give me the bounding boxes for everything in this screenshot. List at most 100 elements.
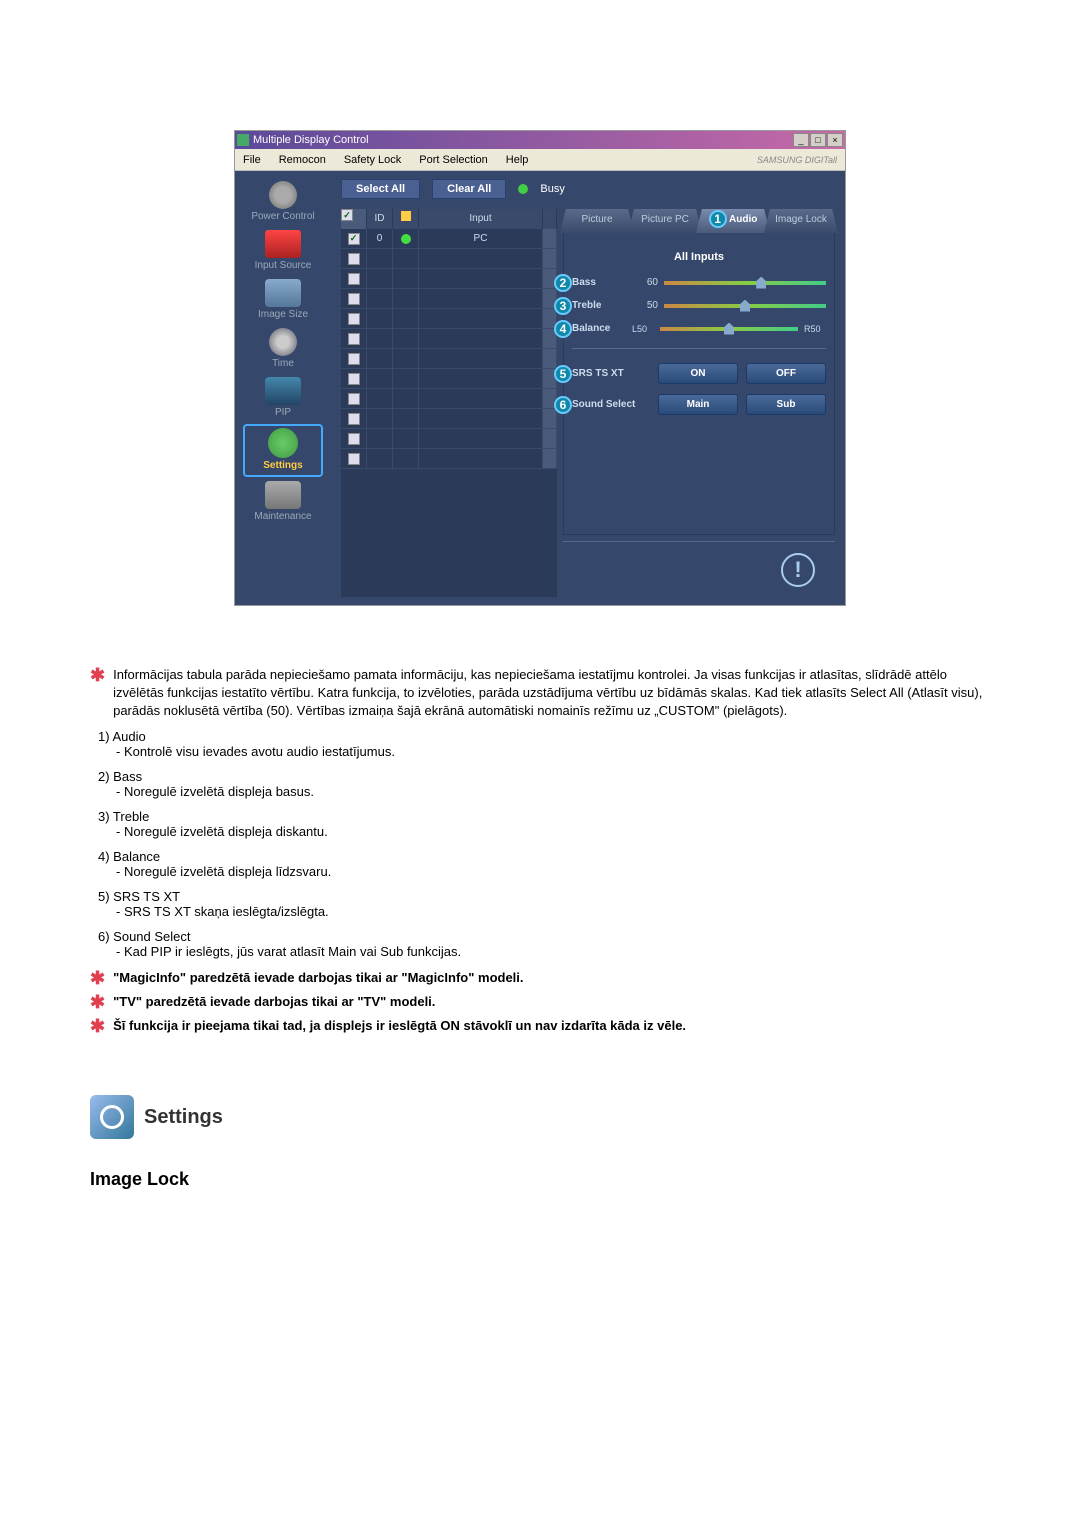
info-icon[interactable]: ! bbox=[781, 553, 815, 587]
item-desc: - Noregulē izvelētā displeja basus. bbox=[116, 784, 990, 799]
settings-icon bbox=[268, 428, 298, 458]
row-checkbox[interactable] bbox=[348, 393, 360, 405]
row-status bbox=[393, 449, 419, 468]
row-checkbox[interactable] bbox=[348, 293, 360, 305]
footnote: ✱ Šī funkcija ir pieejama tikai tad, ja d… bbox=[90, 1017, 990, 1035]
sound-select-label: Sound Select bbox=[572, 399, 650, 410]
audio-panel: All Inputs 2 Bass 60 3 Treble 50 bbox=[563, 233, 835, 535]
table-row[interactable] bbox=[341, 249, 557, 269]
row-checkbox[interactable] bbox=[348, 273, 360, 285]
tab-audio[interactable]: 1 Audio bbox=[696, 209, 770, 233]
row-checkbox[interactable] bbox=[348, 433, 360, 445]
footnote-text: Šī funkcija ir pieejama tikai tad, ja di… bbox=[113, 1017, 990, 1035]
sound-main-button[interactable]: Main bbox=[658, 394, 738, 415]
divider bbox=[572, 348, 826, 349]
item-title: 5) SRS TS XT bbox=[98, 889, 990, 904]
row-input bbox=[419, 289, 543, 308]
footnote-text: "MagicInfo" paredzētā ievade darbojas ti… bbox=[113, 969, 990, 987]
table-row[interactable] bbox=[341, 269, 557, 289]
row-status bbox=[393, 329, 419, 348]
row-checkbox[interactable] bbox=[348, 313, 360, 325]
row-checkbox[interactable] bbox=[348, 253, 360, 265]
tab-picture-pc[interactable]: Picture PC bbox=[628, 209, 702, 233]
select-all-button[interactable]: Select All bbox=[341, 179, 420, 199]
treble-slider[interactable] bbox=[664, 304, 826, 308]
row-scroll bbox=[543, 449, 557, 468]
table-row[interactable] bbox=[341, 329, 557, 349]
power-icon bbox=[269, 181, 297, 209]
toolbar: Select All Clear All Busy bbox=[341, 179, 835, 199]
item-desc: - Kad PIP ir ieslēgts, jūs varat atlasīt… bbox=[116, 944, 990, 959]
sidebar-item-size[interactable]: Image Size bbox=[243, 277, 323, 324]
sidebar-item-input[interactable]: Input Source bbox=[243, 228, 323, 275]
table-row[interactable] bbox=[341, 289, 557, 309]
row-input bbox=[419, 269, 543, 288]
window-title: Multiple Display Control bbox=[253, 134, 793, 146]
sound-sub-button[interactable]: Sub bbox=[746, 394, 826, 415]
row-checkbox[interactable] bbox=[348, 353, 360, 365]
badge-5: 5 bbox=[554, 365, 572, 383]
header-checkbox[interactable] bbox=[341, 209, 353, 221]
row-status bbox=[393, 309, 419, 328]
srs-off-button[interactable]: OFF bbox=[746, 363, 826, 384]
table-row[interactable] bbox=[341, 409, 557, 429]
intro-note: ✱ Informācijas tabula parāda nepieciešam… bbox=[90, 666, 990, 721]
item-desc: - Kontrolē visu ievades avotu audio iest… bbox=[116, 744, 990, 759]
row-id bbox=[367, 449, 393, 468]
maximize-button[interactable]: □ bbox=[810, 133, 826, 147]
row-input bbox=[419, 369, 543, 388]
menu-safety-lock[interactable]: Safety Lock bbox=[344, 154, 401, 166]
bass-slider[interactable] bbox=[664, 281, 826, 285]
menu-remocon[interactable]: Remocon bbox=[279, 154, 326, 166]
table-row[interactable] bbox=[341, 349, 557, 369]
minimize-button[interactable]: _ bbox=[793, 133, 809, 147]
maint-icon bbox=[265, 481, 301, 509]
tab-picture[interactable]: Picture bbox=[560, 209, 634, 233]
display-table: ID Input 0PC bbox=[341, 209, 557, 597]
footnote-text: "TV" paredzētā ievade darbojas tikai ar … bbox=[113, 993, 990, 1011]
table-header: ID Input bbox=[341, 209, 557, 229]
table-row[interactable] bbox=[341, 429, 557, 449]
sidebar: Power ControlInput SourceImage SizeTimeP… bbox=[235, 171, 331, 605]
row-checkbox[interactable] bbox=[348, 233, 360, 245]
close-button[interactable]: × bbox=[827, 133, 843, 147]
badge-4: 4 bbox=[554, 320, 572, 338]
item-title: 1) Audio bbox=[98, 729, 990, 744]
tab-image-lock[interactable]: Image Lock bbox=[764, 209, 838, 233]
row-id bbox=[367, 289, 393, 308]
sidebar-item-time[interactable]: Time bbox=[243, 326, 323, 373]
row-checkbox[interactable] bbox=[348, 333, 360, 345]
row-checkbox[interactable] bbox=[348, 413, 360, 425]
srs-on-button[interactable]: ON bbox=[658, 363, 738, 384]
table-row[interactable] bbox=[341, 449, 557, 469]
star-icon: ✱ bbox=[90, 1017, 105, 1035]
menu-file[interactable]: File bbox=[243, 154, 261, 166]
bass-thumb[interactable] bbox=[756, 277, 766, 289]
row-input: PC bbox=[419, 229, 543, 248]
table-row[interactable] bbox=[341, 389, 557, 409]
treble-thumb[interactable] bbox=[740, 300, 750, 312]
balance-label: Balance bbox=[572, 323, 626, 334]
row-status bbox=[393, 289, 419, 308]
sidebar-item-maint[interactable]: Maintenance bbox=[243, 479, 323, 526]
row-id bbox=[367, 249, 393, 268]
table-row[interactable] bbox=[341, 369, 557, 389]
table-row[interactable]: 0PC bbox=[341, 229, 557, 249]
sidebar-item-pip[interactable]: PIP bbox=[243, 375, 323, 422]
menu-port-selection[interactable]: Port Selection bbox=[419, 154, 487, 166]
menu-help[interactable]: Help bbox=[506, 154, 529, 166]
sidebar-item-power[interactable]: Power Control bbox=[243, 179, 323, 226]
settings-section-icon bbox=[90, 1095, 134, 1139]
balance-thumb[interactable] bbox=[724, 323, 734, 335]
table-row[interactable] bbox=[341, 309, 557, 329]
col-check bbox=[341, 209, 367, 229]
srs-label: SRS TS XT bbox=[572, 368, 650, 379]
row-checkbox[interactable] bbox=[348, 373, 360, 385]
app-window: Multiple Display Control _ □ × File Remo… bbox=[234, 130, 846, 606]
balance-slider[interactable] bbox=[660, 327, 798, 331]
row-checkbox[interactable] bbox=[348, 453, 360, 465]
col-input: Input bbox=[419, 209, 543, 229]
sidebar-item-settings[interactable]: Settings bbox=[243, 424, 323, 477]
clear-all-button[interactable]: Clear All bbox=[432, 179, 506, 199]
col-status bbox=[393, 209, 419, 229]
